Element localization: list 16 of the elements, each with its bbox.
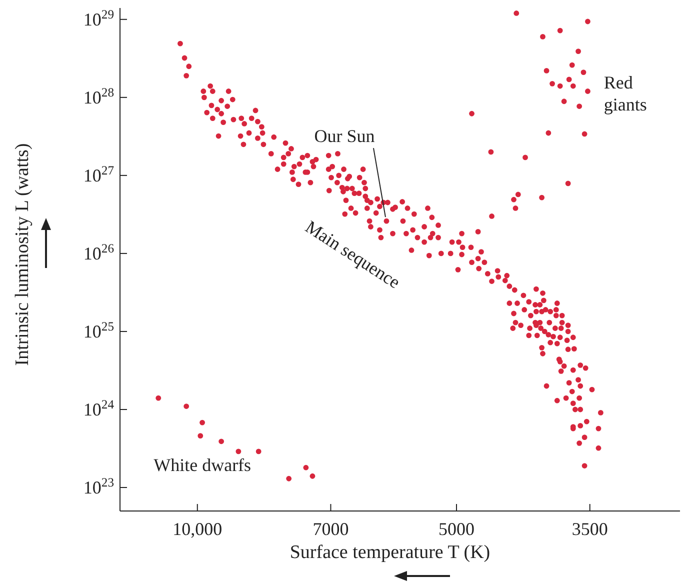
annotation: Our Sun xyxy=(314,126,375,146)
y-axis-title: Intrinsic luminosity L (watts) xyxy=(12,143,33,366)
annotation: Red giants xyxy=(604,72,647,114)
y-tick-label: 10$^{26}$ xyxy=(83,241,114,264)
x-axis-title: Surface temperature T (K) xyxy=(290,542,490,563)
x-tick-label: 5000 xyxy=(438,519,475,539)
y-tick-label: 10$^{23}$ xyxy=(83,476,114,498)
x-tick-label: 10,000 xyxy=(172,519,222,539)
y-tick-label: 10$^{29}$ xyxy=(83,7,114,30)
y-tick-label: 10$^{24}$ xyxy=(83,397,115,420)
y-tick-label: 10$^{25}$ xyxy=(83,319,114,342)
y-tick-label: 10$^{27}$ xyxy=(83,163,114,186)
annotation: White dwarfs xyxy=(154,454,252,475)
x-tick-label: 7000 xyxy=(312,519,349,539)
y-tick-label: 10$^{28}$ xyxy=(83,85,114,108)
x-tick-label: 3500 xyxy=(572,519,608,539)
